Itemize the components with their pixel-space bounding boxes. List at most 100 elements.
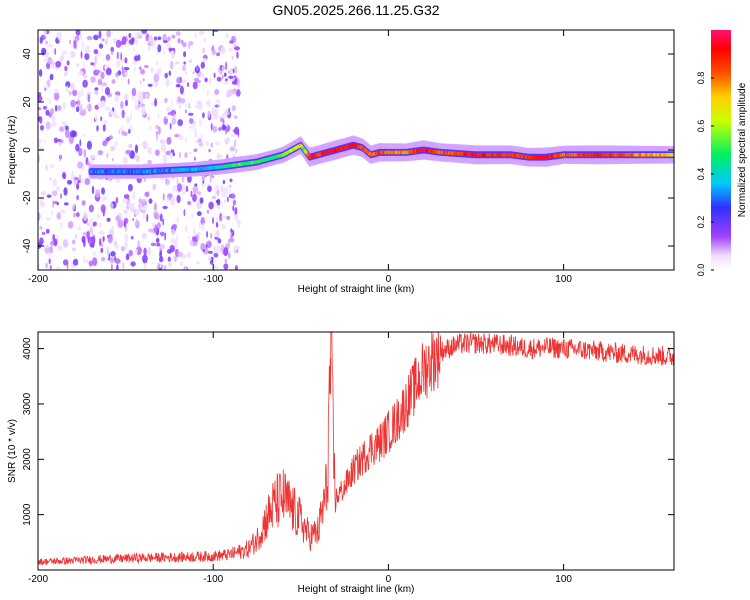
noise-speckle (106, 152, 109, 158)
noise-speckle (225, 128, 227, 135)
spectrogram-x-tick-label: -100 (203, 274, 223, 285)
noise-speckle (229, 237, 235, 243)
snr-y-tick-label: 2000 (22, 448, 33, 471)
spectrogram-x-tick-label: 0 (386, 274, 392, 285)
noise-speckle (144, 141, 149, 148)
noise-speckle (41, 47, 47, 56)
noise-speckle (191, 213, 194, 219)
noise-speckle (225, 61, 228, 71)
noise-speckle (86, 35, 93, 41)
noise-speckle (190, 190, 193, 198)
noise-speckle (176, 216, 180, 224)
noise-speckle (201, 182, 206, 187)
noise-speckle (194, 33, 198, 38)
noise-speckle (216, 205, 221, 210)
noise-speckle (49, 108, 55, 116)
spectrogram-y-tick-label: 0 (22, 147, 33, 153)
noise-speckle (76, 212, 80, 218)
noise-speckle (194, 156, 196, 161)
noise-speckle (52, 200, 55, 209)
noise-speckle (55, 60, 62, 68)
noise-speckle (110, 251, 116, 257)
noise-speckle (59, 126, 65, 132)
noise-speckle (111, 225, 114, 235)
noise-speckle (140, 199, 147, 203)
noise-speckle (76, 63, 80, 67)
noise-speckle (88, 204, 94, 213)
noise-speckle (122, 199, 128, 203)
noise-speckle (135, 218, 138, 226)
noise-speckle (176, 77, 181, 84)
noise-speckle (215, 245, 222, 254)
noise-speckle (130, 37, 135, 42)
noise-speckle (102, 124, 106, 132)
noise-speckle (193, 120, 196, 127)
noise-speckle (137, 240, 140, 250)
noise-speckle (93, 49, 99, 55)
noise-speckle (115, 39, 122, 48)
noise-speckle (82, 79, 88, 88)
noise-speckle (51, 60, 55, 69)
noise-speckle (171, 34, 176, 39)
noise-speckle (44, 245, 50, 249)
noise-speckle (72, 89, 78, 97)
noise-speckle (234, 46, 240, 51)
spectrogram-y-tick-label: -40 (22, 238, 33, 253)
noise-speckle (170, 149, 175, 153)
noise-speckle (78, 174, 82, 181)
noise-speckle (92, 257, 98, 266)
noise-speckle (96, 125, 99, 132)
noise-speckle (162, 218, 164, 226)
noise-speckle (75, 106, 80, 113)
noise-speckle (123, 209, 127, 214)
noise-speckle (194, 133, 198, 138)
noise-speckle (88, 218, 94, 227)
noise-speckle (121, 109, 125, 119)
noise-speckle (97, 102, 102, 109)
noise-speckle (233, 139, 237, 148)
noise-speckle (63, 125, 66, 133)
noise-speckle (147, 116, 151, 121)
noise-speckle (143, 263, 147, 270)
colorbar-tick-label: 0.4 (696, 168, 706, 181)
noise-speckle (167, 111, 173, 116)
noise-speckle (188, 59, 193, 63)
noise-speckle (196, 201, 202, 210)
noise-speckle (102, 197, 105, 202)
noise-speckle (141, 30, 148, 34)
noise-speckle (217, 154, 224, 158)
snr-xlabel: Height of straight line (km) (298, 584, 415, 595)
noise-speckle (110, 263, 113, 270)
noise-speckle (183, 209, 186, 217)
noise-speckle (140, 106, 146, 116)
noise-speckle (49, 246, 53, 254)
noise-speckle (188, 112, 194, 116)
noise-speckle (127, 78, 130, 85)
noise-speckle (39, 116, 43, 124)
noise-speckle (226, 136, 231, 143)
noise-speckle (63, 187, 68, 196)
noise-speckle (198, 30, 205, 36)
noise-speckle (38, 138, 42, 144)
noise-speckle (105, 67, 112, 76)
noise-speckle (217, 67, 220, 72)
noise-speckle (77, 225, 81, 231)
noise-speckle (101, 38, 105, 42)
noise-speckle (48, 258, 51, 265)
noise-speckle (77, 179, 81, 184)
noise-speckle (64, 202, 69, 206)
noise-speckle (156, 67, 162, 76)
noise-speckle (115, 196, 119, 204)
noise-speckle (45, 228, 50, 234)
noise-speckle (94, 114, 98, 122)
noise-speckle (83, 133, 86, 137)
noise-speckle (38, 92, 42, 97)
noise-speckle (147, 159, 152, 165)
noise-speckle (153, 36, 158, 41)
noise-speckle (121, 65, 124, 75)
snr-plot-frame (37, 331, 675, 571)
snr-panel: -200 -100 0 100 1000 2000 3000 4000 Height of s… (7, 331, 675, 595)
noise-speckle (206, 209, 210, 214)
